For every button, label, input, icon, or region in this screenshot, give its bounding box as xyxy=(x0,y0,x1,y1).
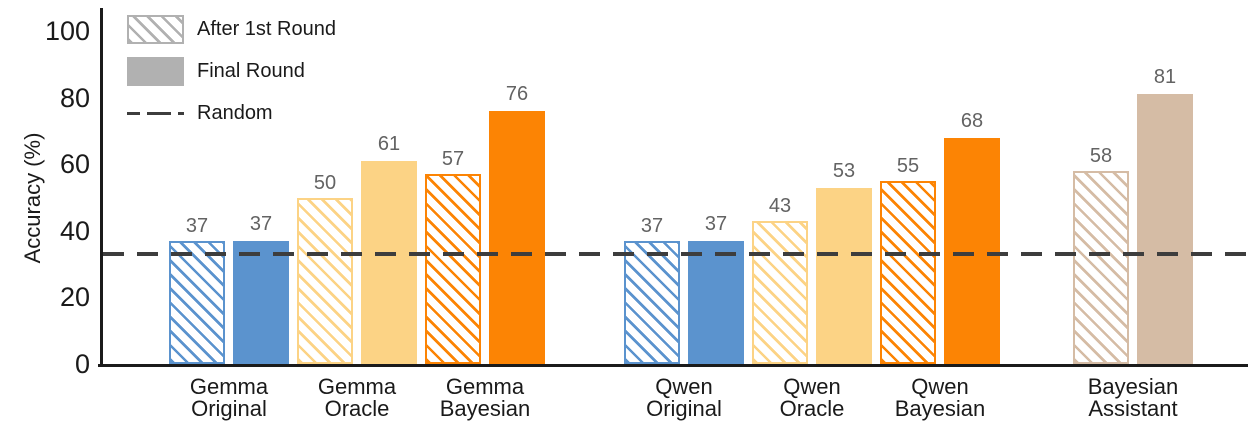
bar-group: 37 37 xyxy=(169,213,289,364)
x-category-label-line1: Gemma xyxy=(189,374,269,399)
bar-value-label: 76 xyxy=(505,82,529,105)
x-category-label: Gemma Original xyxy=(139,376,319,420)
x-axis-line xyxy=(98,364,1248,367)
bar-value-label: 57 xyxy=(441,148,465,171)
x-category-label-line2: Bayesian xyxy=(894,396,986,421)
y-tick-label: 40 xyxy=(59,215,90,246)
random-baseline-line xyxy=(103,252,1248,256)
bar-value-label: 37 xyxy=(249,212,273,235)
x-category-label-line2: Original xyxy=(191,396,267,421)
bar-value-label: 43 xyxy=(768,194,792,217)
bar-value-label: 81 xyxy=(1153,66,1177,89)
x-category-label: Qwen Oracle xyxy=(722,376,902,420)
x-category-label: Bayesian Assistant xyxy=(1043,376,1223,420)
bar: 43 xyxy=(752,195,808,364)
legend-item-after-1st-round: After 1st Round xyxy=(127,15,336,44)
bar: 37 xyxy=(169,215,225,364)
x-category-label: Qwen Original xyxy=(594,376,774,420)
y-tick-label: 20 xyxy=(59,282,90,313)
bar-value-label: 37 xyxy=(185,214,209,237)
bar-value-label: 55 xyxy=(896,154,920,177)
bar: 58 xyxy=(1073,145,1129,364)
x-category-label-line2: Original xyxy=(646,396,722,421)
bar: 50 xyxy=(297,172,353,364)
y-tick-label: 80 xyxy=(59,82,90,113)
x-category-label: Gemma Oracle xyxy=(267,376,447,420)
x-category-label-line2: Assistant xyxy=(1088,396,1178,421)
bar-group: 58 81 xyxy=(1073,66,1193,364)
x-category-label: Qwen Bayesian xyxy=(850,376,1030,420)
x-category-label-line2: Oracle xyxy=(324,396,390,421)
legend-label: After 1st Round xyxy=(197,18,336,40)
y-tick-label: 100 xyxy=(44,16,90,46)
bar-value-label: 68 xyxy=(960,109,984,132)
x-category-label-line1: Bayesian xyxy=(1087,374,1179,399)
x-category-label-line1: Gemma xyxy=(445,374,525,399)
bar: 37 xyxy=(624,215,680,364)
y-tick-label: 0 xyxy=(74,349,90,379)
x-category-label-line2: Oracle xyxy=(779,396,845,421)
bar-value-label: 50 xyxy=(313,171,337,194)
x-category-label-line1: Gemma xyxy=(317,374,397,399)
legend: After 1st Round Final Round Random xyxy=(127,15,336,141)
x-category-label-line1: Qwen xyxy=(655,374,713,399)
bar-group: 55 68 xyxy=(880,110,1000,364)
bar-group: 43 53 xyxy=(752,160,872,364)
legend-label: Random xyxy=(197,102,273,124)
legend-item-random: Random xyxy=(127,99,336,128)
bar: 57 xyxy=(425,148,481,364)
x-category-label-line2: Bayesian xyxy=(439,396,531,421)
bar: 55 xyxy=(880,155,936,364)
bar: 37 xyxy=(688,213,744,364)
bar: 37 xyxy=(233,213,289,364)
bar: 53 xyxy=(816,160,872,364)
y-axis-line xyxy=(100,8,103,367)
bar: 76 xyxy=(489,83,545,364)
bar: 68 xyxy=(944,110,1000,364)
bar-group: 50 61 xyxy=(297,133,417,364)
legend-item-final-round: Final Round xyxy=(127,57,336,86)
legend-label: Final Round xyxy=(197,60,305,82)
solid-swatch-icon xyxy=(127,57,184,86)
plot-area: After 1st Round Final Round Random 0 20 40… xyxy=(45,8,1248,378)
y-tick-label: 60 xyxy=(59,149,90,180)
x-category-label-line1: Qwen xyxy=(911,374,969,399)
bar-value-label: 53 xyxy=(832,159,856,182)
bar-value-label: 61 xyxy=(377,132,401,155)
bar-family: 58 81 xyxy=(1073,66,1193,364)
dashed-line-swatch-icon xyxy=(127,111,184,116)
x-category-label-line1: Qwen xyxy=(783,374,841,399)
hatched-swatch-icon xyxy=(127,15,184,44)
x-category-label: Gemma Bayesian xyxy=(395,376,575,420)
bar: 81 xyxy=(1137,66,1193,364)
bar-group: 57 76 xyxy=(425,83,545,364)
bar-value-label: 37 xyxy=(704,212,728,235)
bar-value-label: 58 xyxy=(1089,144,1113,167)
bar-family: 37 37 50 61 57 76 xyxy=(169,83,545,364)
bar-family: 37 37 43 53 55 68 xyxy=(624,110,1000,364)
bar-value-label: 37 xyxy=(640,214,664,237)
bar-group: 37 37 xyxy=(624,213,744,364)
bar: 61 xyxy=(361,133,417,364)
